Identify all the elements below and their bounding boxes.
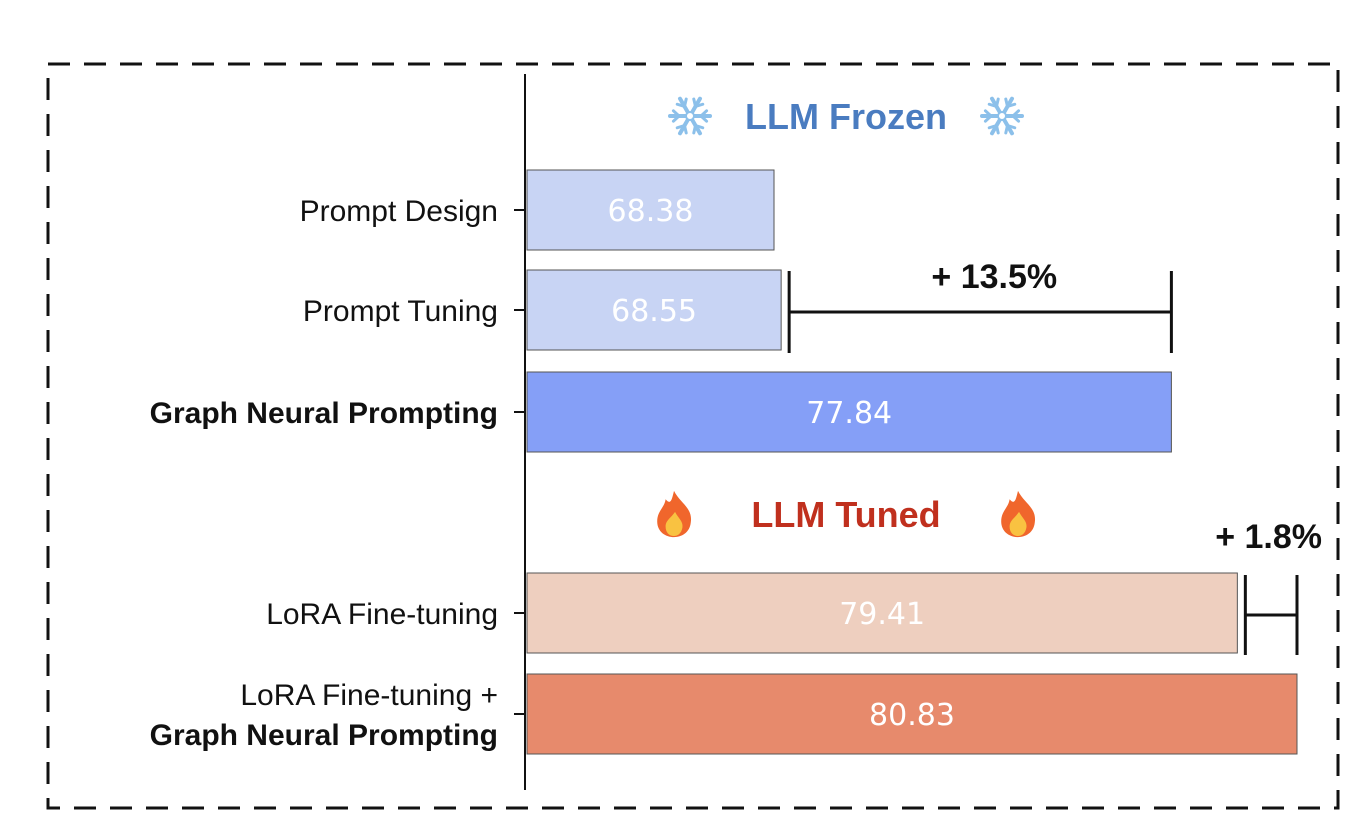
snowflake-branch [1006, 102, 1017, 108]
bar-value-label: 68.55 [611, 294, 697, 329]
bar-value-label: 68.38 [608, 194, 694, 229]
snowflake-branch [699, 114, 709, 123]
snowflake-center [997, 111, 1007, 121]
flame-inner [665, 511, 683, 537]
snowflake-branch [671, 109, 681, 118]
category-label: Prompt Design [300, 195, 498, 228]
category-label: LoRA Fine-tuning [266, 598, 498, 631]
category-label: Graph Neural Prompting [150, 719, 498, 752]
snowflake-icon [668, 96, 712, 136]
snowflake-branch [675, 124, 686, 130]
chart-marks: LLM Frozen 68.38 Prompt Design 68.55 Prompt … [150, 96, 1322, 755]
gain-label: + 1.8% [1215, 518, 1322, 556]
bar-value-label: 80.83 [869, 698, 955, 733]
flame-icon [657, 490, 692, 538]
snowflake-center [685, 111, 695, 121]
snowflake-branch [692, 124, 697, 135]
snowflake-branch [987, 124, 998, 130]
bar-value-label: 79.41 [839, 597, 925, 632]
snowflake-icon [980, 96, 1024, 136]
category-label: LoRA Fine-tuning + [240, 679, 498, 712]
bar [526, 269, 782, 351]
snowflake-branch [683, 97, 688, 108]
bar [526, 169, 775, 251]
snowflake-branch [983, 109, 993, 118]
bar [526, 673, 1298, 755]
bar [526, 572, 1238, 654]
bar [526, 371, 1172, 453]
flame-inner [1009, 511, 1027, 537]
category-label: Prompt Tuning [303, 295, 498, 328]
bar-value-label: 77.84 [806, 396, 892, 431]
group-title-frozen: LLM Frozen [745, 96, 947, 137]
snowflake-branch [694, 102, 705, 108]
category-label: Graph Neural Prompting [150, 397, 498, 430]
gain-label: + 13.5% [931, 258, 1057, 296]
group-title-tuned: LLM Tuned [751, 494, 940, 535]
snowflake-branch [1011, 114, 1021, 123]
snowflake-branch [995, 97, 1000, 108]
dashed-border [46, 62, 1340, 810]
snowflake-branch [1004, 124, 1009, 135]
flame-icon [1001, 490, 1036, 538]
